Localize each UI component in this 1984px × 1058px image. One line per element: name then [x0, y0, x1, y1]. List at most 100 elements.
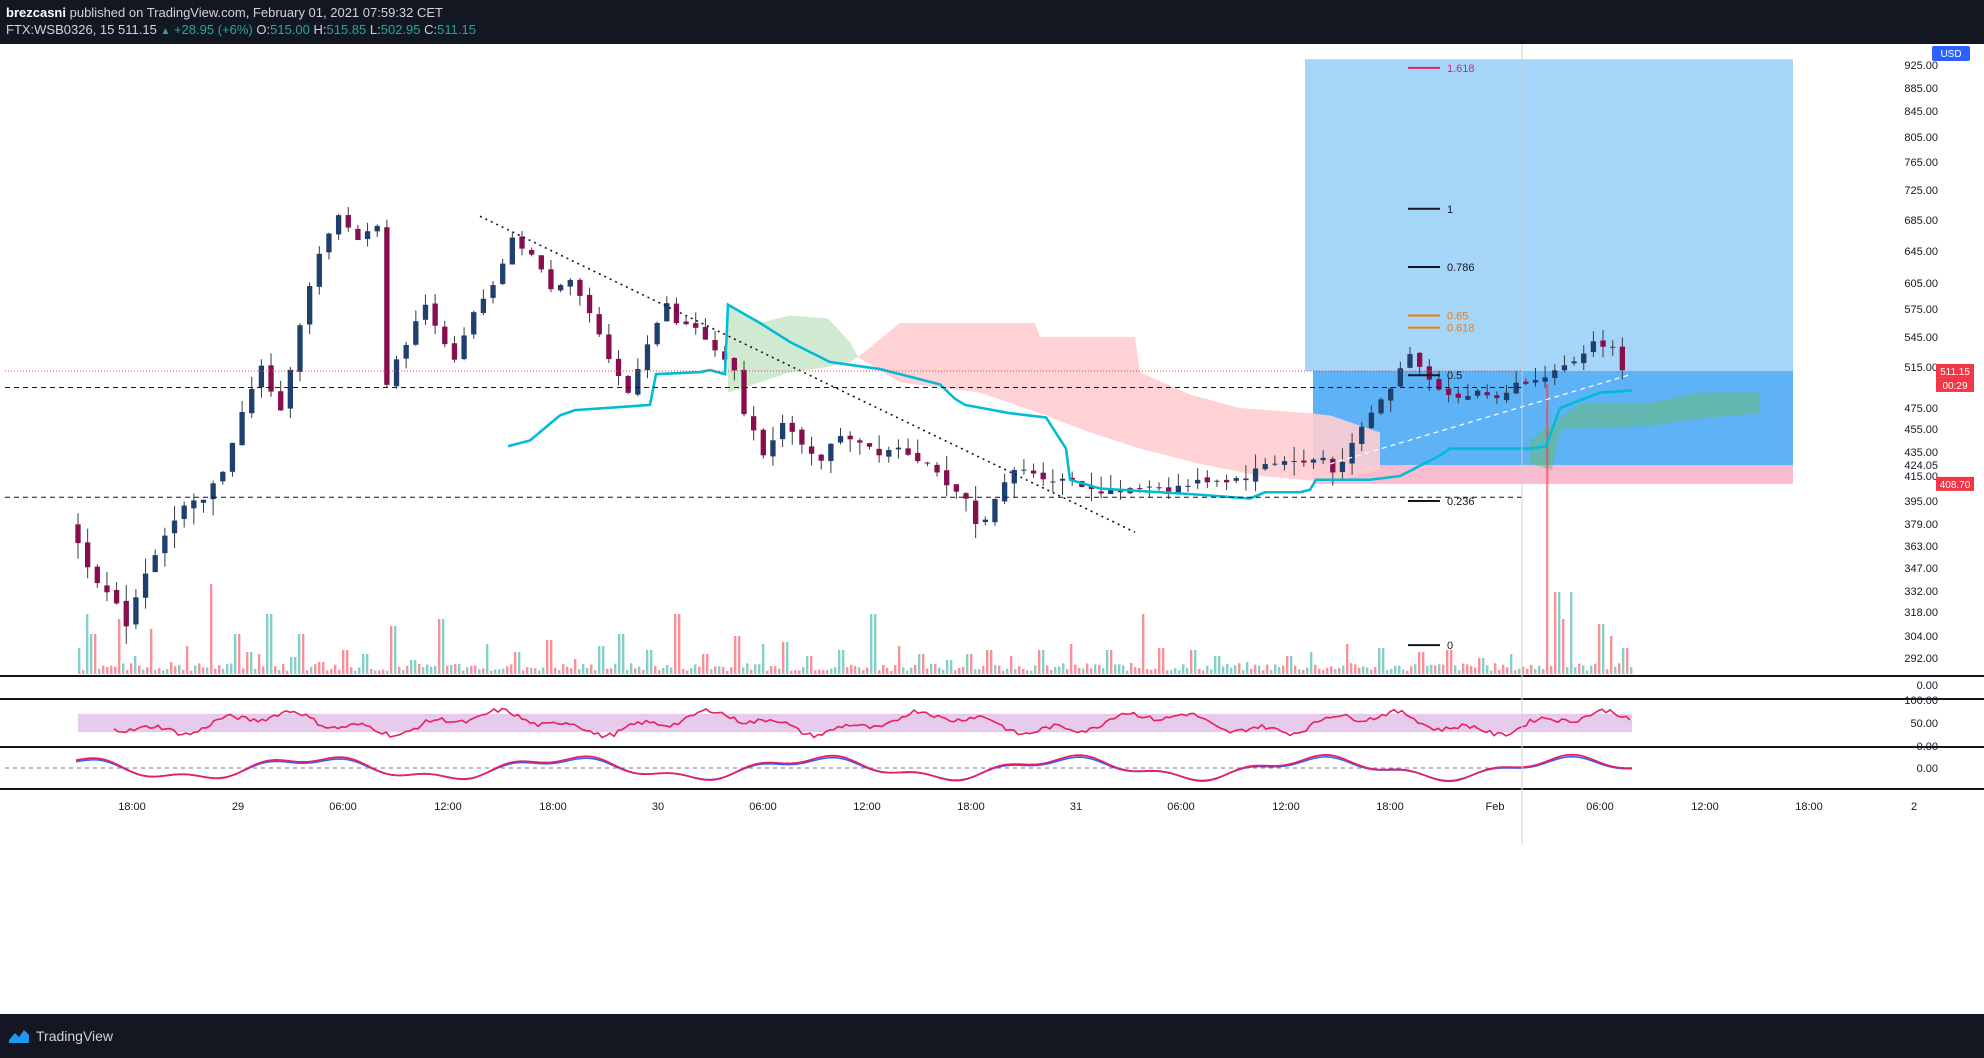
volume-bar	[314, 664, 317, 674]
volume-bar	[654, 666, 657, 674]
time-axis-tick: 06:00	[1586, 801, 1614, 813]
volume-bar	[834, 667, 837, 674]
candle-body	[1330, 458, 1336, 473]
volume-bar	[1370, 669, 1373, 674]
volume-bar	[894, 665, 897, 674]
volume-bar	[1566, 667, 1569, 674]
volume-bar	[874, 614, 877, 674]
candle-body	[345, 215, 351, 228]
candle-body	[1465, 395, 1471, 400]
volume-bar	[1358, 667, 1361, 674]
volume-bar	[762, 644, 765, 674]
candle-body	[934, 464, 940, 473]
volume-bar	[934, 664, 937, 674]
volume-bar	[566, 666, 569, 674]
volume-bar	[1306, 667, 1309, 674]
fib-level-label: 0.618	[1447, 323, 1475, 335]
volume-bar	[478, 669, 481, 674]
fib-level-label: 0.786	[1447, 262, 1475, 274]
brand-name[interactable]: TradingView	[36, 1028, 114, 1044]
triangle-up-icon: ▲	[160, 26, 171, 37]
price-axis-tick: 435.00	[1904, 447, 1938, 459]
volume-bar	[858, 667, 861, 674]
candle-body	[1513, 382, 1519, 394]
rsi-band	[78, 713, 1632, 733]
volume-bar	[922, 654, 925, 674]
candle-body	[123, 600, 129, 627]
volume-bar	[750, 669, 753, 674]
candle-body	[586, 294, 593, 314]
volume-bar	[1546, 384, 1549, 674]
candle-body	[171, 520, 178, 534]
volume-bar	[1570, 592, 1573, 674]
candle-body	[702, 327, 709, 340]
volume-bar	[370, 668, 373, 674]
volume-bar	[1490, 670, 1493, 674]
candle-body	[297, 325, 303, 372]
price-axis-tick: 379.00	[1904, 519, 1938, 531]
volume-bar	[1618, 663, 1621, 674]
volume-bar	[1046, 665, 1049, 674]
volume-bar	[526, 667, 529, 674]
candle-body	[770, 440, 776, 457]
candle-body	[1098, 491, 1104, 494]
volume-bar	[350, 667, 353, 674]
price-axis-tick: 415.00	[1904, 471, 1938, 483]
volume-bar	[1590, 665, 1593, 674]
volume-bar	[306, 670, 309, 674]
candle-body	[886, 450, 892, 457]
candle-body	[1204, 477, 1210, 483]
high-value: 515.85	[326, 22, 367, 37]
volume-bar	[634, 668, 637, 674]
volume-bar	[554, 667, 557, 674]
volume-bar	[94, 634, 97, 674]
volume-bar	[682, 669, 685, 674]
volume-bar	[1534, 669, 1537, 674]
volume-bar	[986, 650, 989, 674]
volume-bar	[1102, 668, 1105, 674]
candle-body	[548, 269, 554, 290]
volume-bar	[1406, 670, 1409, 674]
candle-body	[992, 498, 998, 523]
candle-body	[451, 343, 458, 360]
tradingview-logo-icon[interactable]	[8, 1026, 30, 1044]
candle-body	[162, 535, 168, 554]
volume-bar	[558, 669, 561, 674]
volume-bar	[758, 664, 761, 674]
price-axis-tick: 645.00	[1904, 246, 1938, 258]
volume-bar	[194, 665, 197, 674]
volume-bar	[1578, 663, 1581, 674]
volume-bar	[1502, 664, 1505, 674]
candle-body	[1214, 480, 1220, 482]
price-axis-tick: 605.00	[1904, 278, 1938, 290]
volume-bar	[818, 669, 821, 674]
volume-bar	[1098, 664, 1101, 674]
volume-bar	[1330, 666, 1333, 674]
time-axis-tick: 06:00	[329, 801, 357, 813]
candle-body	[142, 573, 149, 598]
volume-bar	[786, 642, 789, 674]
candle-body	[191, 500, 197, 509]
candle-body	[1252, 468, 1259, 482]
volume-bar	[170, 662, 173, 674]
volume-bar	[166, 669, 169, 674]
volume-bar	[1022, 668, 1025, 674]
volume-bar	[994, 665, 997, 674]
axis-layer: 925.00 885.00 845.00 805.00 765.00 725.00 685.…	[118, 44, 1974, 844]
volume-bar	[82, 670, 85, 674]
candle-body	[181, 505, 187, 519]
volume-bar	[178, 664, 181, 674]
candle-body	[847, 435, 853, 440]
volume-bar	[254, 668, 257, 674]
volume-bar	[642, 670, 645, 674]
volume-bar	[274, 666, 277, 674]
author-name[interactable]: brezcasni	[6, 5, 66, 20]
price-chart[interactable]: 1.618 1 0.786 0.650.618 0.5 0.236 0 925.00 885.…	[0, 44, 1984, 1014]
candle-body	[200, 499, 207, 503]
volume-bar	[234, 634, 237, 674]
publish-line: brezcasni published on TradingView.com, …	[6, 5, 443, 20]
volume-bar	[742, 667, 745, 674]
candle-body	[1059, 478, 1066, 481]
volume-bar	[1286, 656, 1289, 674]
symbol-label[interactable]: FTX:WSB0326, 15	[6, 22, 115, 37]
